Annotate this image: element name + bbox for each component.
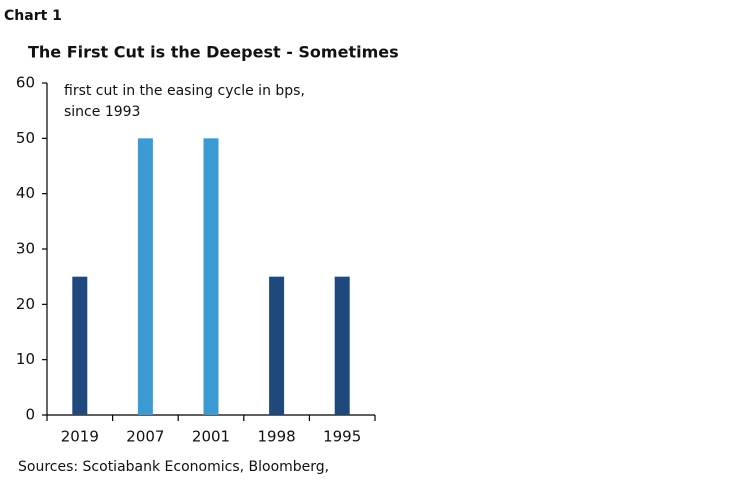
bar <box>269 276 285 415</box>
annotation: since 1993 <box>64 104 140 120</box>
y-tick-label: 50 <box>16 129 35 147</box>
source: Sources: Scotiabank Economics, Bloomberg… <box>18 459 329 475</box>
x-tick-label: 1995 <box>323 428 361 446</box>
x-tick-label: 2019 <box>61 428 99 446</box>
bar <box>203 138 219 416</box>
annotation: first cut in the easing cycle in bps, <box>64 83 305 99</box>
chart-label: Chart 1 <box>4 8 62 24</box>
y-tick-label: 20 <box>16 295 35 313</box>
x-tick-label: 2001 <box>192 428 230 446</box>
bar <box>72 276 88 415</box>
y-tick-label: 60 <box>16 74 35 92</box>
y-tick-label: 10 <box>16 350 35 368</box>
y-tick-label: 0 <box>25 406 35 424</box>
bar <box>334 276 350 415</box>
y-tick-label: 30 <box>16 240 35 258</box>
x-tick-label: 1998 <box>258 428 296 446</box>
x-tick-label: 2007 <box>126 428 164 446</box>
chart-title: The First Cut is the Deepest - Sometimes <box>28 43 399 62</box>
bar <box>137 138 153 416</box>
y-tick-label: 40 <box>16 184 35 202</box>
